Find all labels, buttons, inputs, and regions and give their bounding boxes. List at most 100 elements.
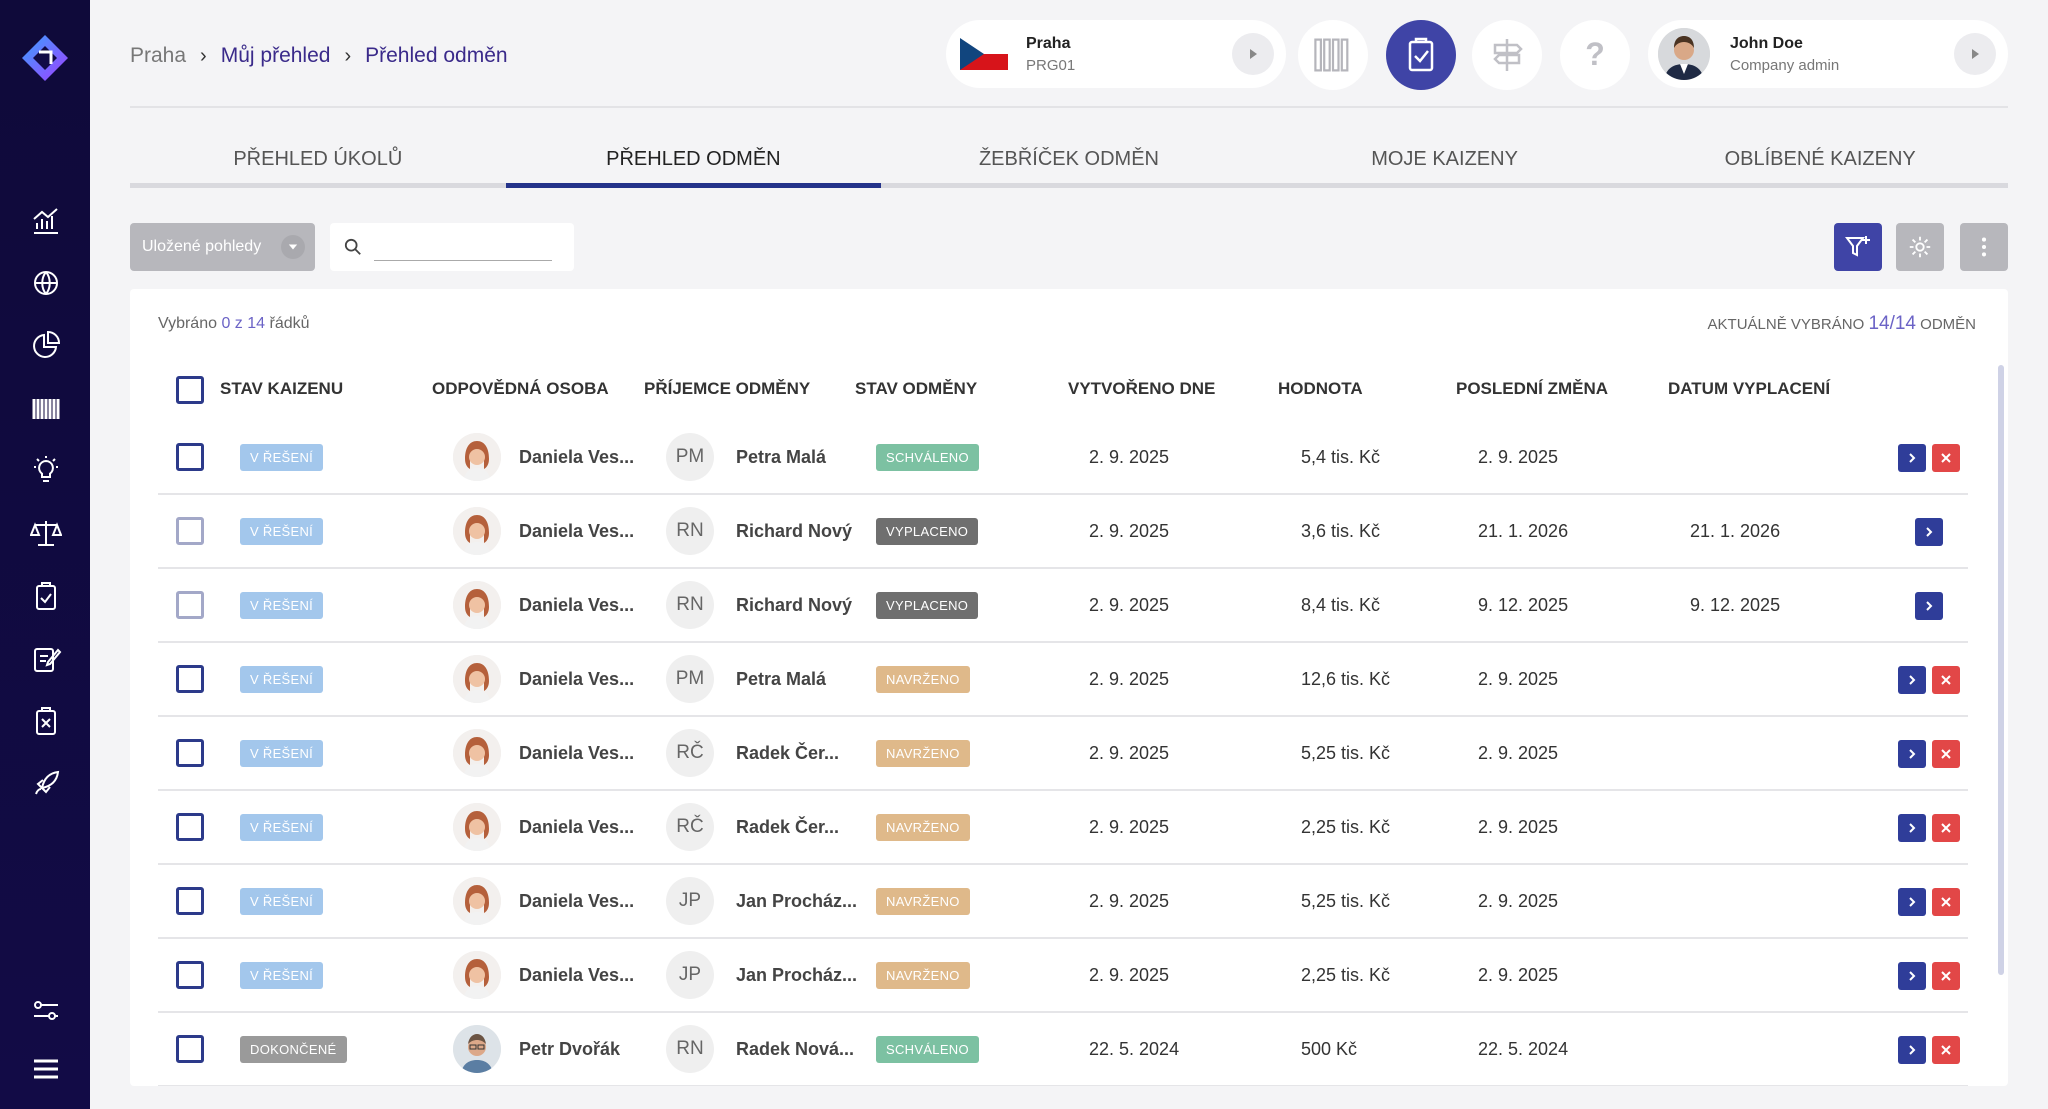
- row-checkbox[interactable]: [176, 739, 204, 767]
- col-hodnota[interactable]: HODNOTA: [1278, 379, 1363, 398]
- barcode-icon: [1314, 38, 1349, 72]
- tab-prehled-odmen[interactable]: PŘEHLED ODMĚN: [505, 140, 882, 188]
- delete-button[interactable]: [1932, 888, 1960, 916]
- row-checkbox[interactable]: [176, 665, 204, 693]
- table-row[interactable]: V ŘEŠENÍ Daniela Ves... PM Petra Malá SC…: [158, 421, 1968, 495]
- analytics-icon[interactable]: [26, 201, 66, 241]
- globe-icon[interactable]: [26, 263, 66, 303]
- open-detail-button[interactable]: [1898, 1036, 1926, 1064]
- saved-views-dropdown[interactable]: Uložené pohledy: [130, 223, 315, 271]
- delete-button[interactable]: [1932, 814, 1960, 842]
- scales-icon[interactable]: [26, 513, 66, 553]
- row-checkbox[interactable]: [176, 887, 204, 915]
- tab-prehled-ukolu[interactable]: PŘEHLED ÚKOLŮ: [233, 148, 403, 170]
- last-change-date: 2. 9. 2025: [1478, 742, 1559, 763]
- user-expand-button[interactable]: [1954, 33, 1996, 75]
- table-row[interactable]: V ŘEŠENÍ Daniela Ves... RČ Radek Čer... …: [158, 717, 1968, 791]
- delete-button[interactable]: [1932, 740, 1960, 768]
- row-checkbox[interactable]: [176, 443, 204, 471]
- site-expand-button[interactable]: [1232, 33, 1274, 75]
- breadcrumb-my-overview[interactable]: Můj přehled: [220, 44, 331, 67]
- table-row[interactable]: V ŘEŠENÍ Daniela Ves... JP Jan Procház..…: [158, 939, 1968, 1013]
- row-checkbox[interactable]: [176, 1035, 204, 1063]
- col-stav-kaizenu[interactable]: STAV KAIZENU: [220, 379, 344, 398]
- filter-add-icon: [1845, 236, 1870, 257]
- reward-value: 2,25 tis. Kč: [1301, 964, 1391, 985]
- col-stav-odmeny[interactable]: STAV ODMĚNY: [855, 379, 978, 398]
- delete-button[interactable]: [1932, 1036, 1960, 1064]
- table-row[interactable]: V ŘEŠENÍ Daniela Ves... RN Richard Nový …: [158, 569, 1968, 643]
- delete-button[interactable]: [1932, 962, 1960, 990]
- close-icon: [1941, 1045, 1951, 1055]
- last-change-date: 2. 9. 2025: [1478, 668, 1559, 689]
- owner-avatar: [453, 951, 501, 999]
- close-icon: [1941, 971, 1951, 981]
- delete-button[interactable]: [1932, 666, 1960, 694]
- search-input[interactable]: [374, 235, 552, 261]
- user-menu[interactable]: John Doe Company admin: [1648, 20, 2008, 88]
- breadcrumb-current[interactable]: Přehled odměn: [365, 44, 508, 67]
- row-checkbox[interactable]: [176, 517, 204, 545]
- table-row[interactable]: DOKONČENÉ Petr Dvořák RN Radek Nová... S…: [158, 1013, 1968, 1086]
- col-vytvoreno[interactable]: VYTVOŘENO DNE: [1068, 379, 1216, 398]
- open-detail-button[interactable]: [1898, 962, 1926, 990]
- help-button[interactable]: ?: [1560, 20, 1630, 90]
- reward-status-badge: SCHVÁLENO: [876, 1035, 979, 1063]
- settings-button[interactable]: [1896, 223, 1944, 271]
- tasks-button[interactable]: [1386, 20, 1456, 90]
- tab-zebricek-odmen[interactable]: ŽEBŘÍČEK ODMĚN: [978, 148, 1159, 170]
- recipient-initials-avatar: RČ: [666, 729, 714, 777]
- edit-document-icon[interactable]: [26, 638, 66, 678]
- open-detail-button[interactable]: [1915, 592, 1943, 620]
- recipient-name: Jan Procház...: [736, 890, 858, 911]
- table-row[interactable]: V ŘEŠENÍ Daniela Ves... RN Richard Nový …: [158, 495, 1968, 569]
- open-detail-button[interactable]: [1898, 740, 1926, 768]
- lightbulb-icon[interactable]: [26, 451, 66, 491]
- breadcrumb-home[interactable]: Praha: [130, 44, 187, 67]
- pie-chart-icon[interactable]: [26, 325, 66, 365]
- tab-oblibene-kaizeny[interactable]: OBLÍBENÉ KAIZENY: [1724, 148, 1916, 170]
- clipboard-check-icon[interactable]: [26, 576, 66, 616]
- row-checkbox[interactable]: [176, 961, 204, 989]
- delete-button[interactable]: [1932, 444, 1960, 472]
- col-odpovedna-osoba[interactable]: ODPOVĚDNÁ OSOBA: [432, 379, 609, 398]
- recipient-initials-avatar: JP: [666, 877, 714, 925]
- row-checkbox[interactable]: [176, 591, 204, 619]
- col-datum-vyplaceni[interactable]: DATUM VYPLACENÍ: [1668, 379, 1831, 398]
- barcode-icon[interactable]: [26, 389, 66, 429]
- signpost-button[interactable]: [1472, 20, 1542, 90]
- row-checkbox[interactable]: [176, 813, 204, 841]
- created-date: 2. 9. 2025: [1089, 520, 1170, 541]
- kaizen-status-badge: V ŘEŠENÍ: [240, 443, 324, 471]
- open-detail-button[interactable]: [1898, 814, 1926, 842]
- vertical-scrollbar[interactable]: [1998, 365, 2004, 975]
- created-date: 2. 9. 2025: [1089, 742, 1170, 763]
- tab-moje-kaizeny[interactable]: MOJE KAIZENY: [1371, 148, 1518, 170]
- owner-name: Daniela Ves...: [519, 964, 635, 985]
- kaizen-status-badge: V ŘEŠENÍ: [240, 591, 324, 619]
- site-selector[interactable]: Praha PRG01: [946, 20, 1286, 88]
- barcode-button[interactable]: [1298, 20, 1368, 90]
- sliders-icon[interactable]: [26, 992, 66, 1032]
- filter-button[interactable]: [1834, 223, 1882, 271]
- col-posledni-zmena[interactable]: POSLEDNÍ ZMĚNA: [1456, 379, 1609, 398]
- col-prijemce[interactable]: PŘÍJEMCE ODMĚNY: [644, 379, 811, 398]
- reward-status-badge: SCHVÁLENO: [876, 443, 979, 471]
- more-options-button[interactable]: [1960, 223, 2008, 271]
- menu-icon[interactable]: [26, 1049, 66, 1089]
- select-all-checkbox[interactable]: [176, 376, 204, 404]
- clipboard-x-icon[interactable]: [26, 701, 66, 741]
- open-detail-button[interactable]: [1898, 444, 1926, 472]
- recipient-name: Radek Čer...: [736, 816, 840, 837]
- app-logo[interactable]: [19, 32, 71, 84]
- chevron-right-icon: [1909, 675, 1916, 685]
- table-row[interactable]: V ŘEŠENÍ Daniela Ves... PM Petra Malá NA…: [158, 643, 1968, 717]
- table-row[interactable]: V ŘEŠENÍ Daniela Ves... JP Jan Procház..…: [158, 865, 1968, 939]
- open-detail-button[interactable]: [1898, 888, 1926, 916]
- reward-value: 5,25 tis. Kč: [1301, 890, 1391, 911]
- open-detail-button[interactable]: [1915, 518, 1943, 546]
- rewards-table-panel: Vybráno 0 z 14 řádků Aktuálně vybráno 14…: [130, 289, 2008, 1086]
- open-detail-button[interactable]: [1898, 666, 1926, 694]
- table-row[interactable]: V ŘEŠENÍ Daniela Ves... RČ Radek Čer... …: [158, 791, 1968, 865]
- rocket-icon[interactable]: [26, 764, 66, 804]
